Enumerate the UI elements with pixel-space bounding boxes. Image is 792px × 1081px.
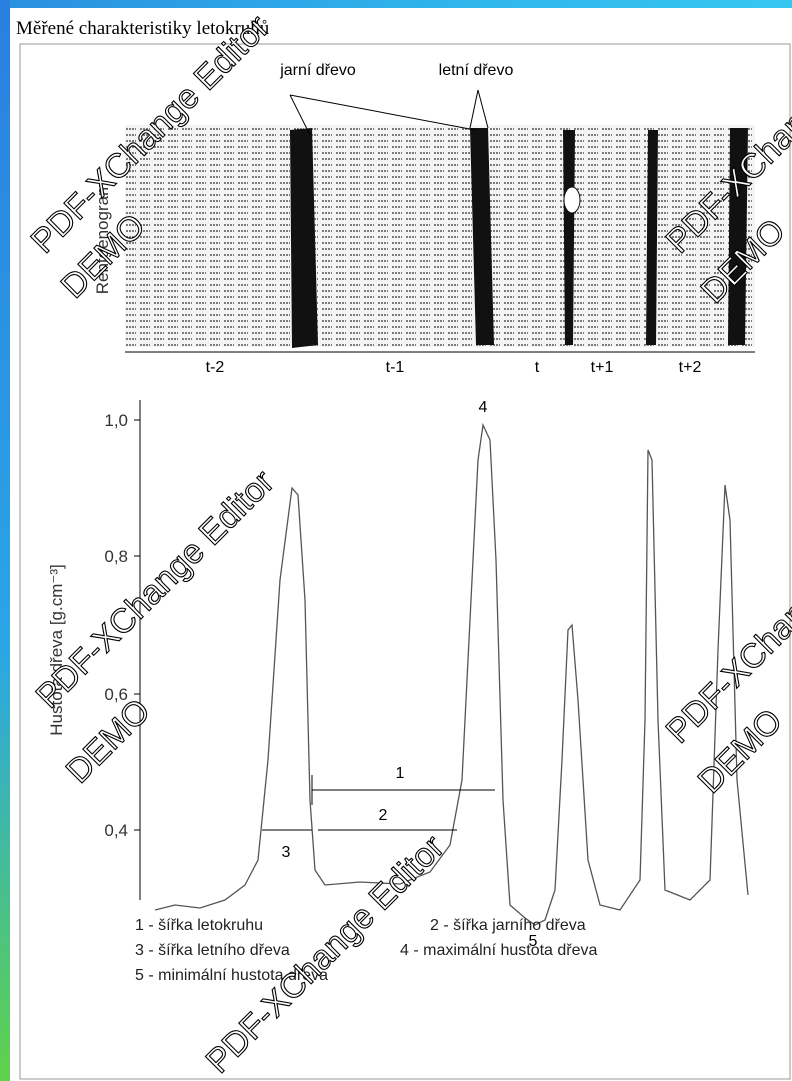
legend-item: 4 - maximální hustota dřeva	[400, 942, 598, 959]
legend-item: 1 - šířka letokruhu	[135, 917, 263, 934]
y-tick-label: 0,8	[104, 547, 128, 566]
legend-item: 3 - šířka letního dřeva	[135, 942, 290, 959]
y-axis-label: Hustota dřeva [g.cm⁻³]	[47, 564, 66, 735]
figure-title: Měřené charakteristiky letokruhů	[16, 18, 270, 39]
y-tick-label: 0,6	[104, 685, 128, 704]
ring-label: t+1	[591, 359, 614, 376]
callout-label: letní dřevo	[439, 62, 514, 79]
resin-canal	[563, 186, 581, 214]
legend-item: 5 - minimální hustota dřeva	[135, 967, 328, 984]
legend-item: 2 - šířka jarního dřeva	[430, 917, 586, 934]
ring-label: t	[535, 359, 540, 376]
marker-label: 4	[479, 399, 488, 416]
measure-arrows	[262, 775, 495, 831]
radiograph-label: Rentgenogram	[93, 182, 112, 294]
ring-label: t-2	[206, 359, 225, 376]
marker-label: 2	[379, 807, 388, 824]
ring-label: t+2	[679, 359, 702, 376]
left-edge	[0, 0, 10, 1081]
latewood-band	[728, 128, 748, 345]
y-tick-label: 0,4	[104, 821, 128, 840]
callout-line	[477, 89, 489, 129]
callout-line	[469, 89, 479, 129]
marker-label: 3	[282, 844, 291, 861]
callout-line	[289, 94, 311, 136]
callout-line	[289, 94, 476, 131]
marker-label: 5	[529, 933, 538, 950]
y-tick-label: 1,0	[104, 411, 128, 430]
marker-label: 1	[396, 765, 405, 782]
callout-label: jarní dřevo	[279, 62, 356, 79]
latewood-band	[563, 130, 575, 345]
ring-label: t-1	[386, 359, 405, 376]
latewood-band	[646, 130, 658, 345]
density-curve	[154, 422, 749, 926]
latewood-band	[290, 128, 318, 348]
latewood-band	[470, 128, 494, 345]
figure-frame	[19, 43, 791, 1080]
